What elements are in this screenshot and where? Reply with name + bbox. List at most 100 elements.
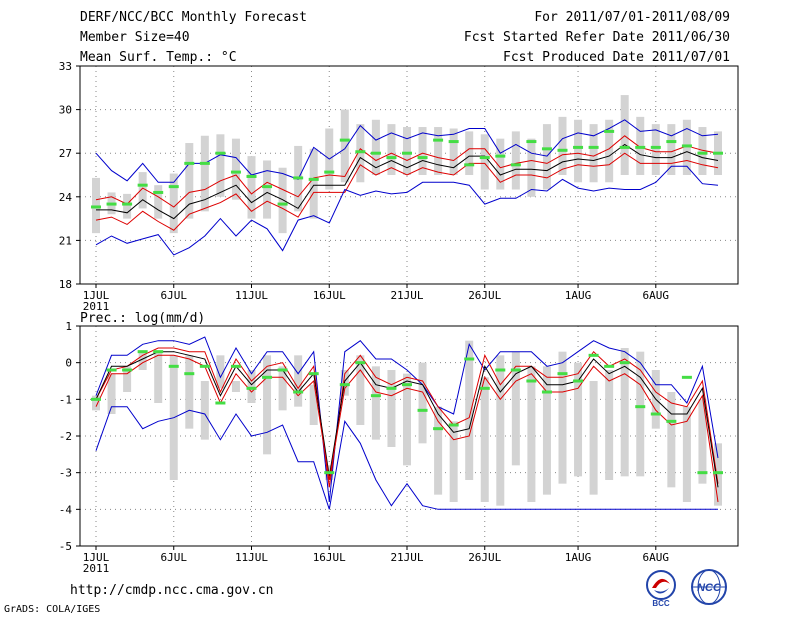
- start-date: Fcst Started Refer Date 2011/06/30: [463, 30, 730, 45]
- prec-median-mark: [91, 397, 101, 401]
- temp-median-mark: [604, 129, 615, 133]
- prec-median-mark: [495, 368, 506, 372]
- temp-median-mark: [541, 147, 552, 151]
- prec-median-mark: [619, 361, 630, 365]
- prec-median-mark: [557, 372, 568, 376]
- prec-spread-box: [496, 355, 505, 506]
- temp-max-line: [95, 119, 719, 183]
- prec-spread-box: [185, 355, 194, 429]
- temp-xtick-label: 11JUL: [235, 289, 268, 302]
- prec-xtick-label: 6AUG: [643, 551, 670, 564]
- prec-spread-box: [278, 366, 287, 411]
- prec-spread-box: [574, 362, 583, 477]
- temp-median-mark: [339, 138, 350, 142]
- temp-spread-box: [558, 116, 567, 175]
- temp-median-mark: [666, 140, 677, 144]
- prec-median-mark: [697, 471, 708, 475]
- temp-median-mark: [635, 145, 646, 149]
- prec-spread-box: [247, 370, 256, 403]
- temp-median-mark: [262, 185, 273, 189]
- prec-spread-box: [263, 355, 272, 455]
- temp-spread-box: [185, 143, 194, 219]
- prec-median-mark: [137, 350, 148, 354]
- temp-median-mark: [153, 190, 164, 194]
- prec-median-mark: [370, 394, 381, 398]
- prec-median-mark: [339, 383, 350, 387]
- prec-median-mark: [246, 386, 257, 390]
- temp-ytick-label: 24: [59, 191, 73, 204]
- temp-median-mark: [355, 150, 366, 154]
- ncc-logo: NCC: [691, 569, 727, 605]
- prec-spread-box: [605, 370, 614, 480]
- prec-xtick-year: 2011: [83, 562, 110, 575]
- temp-median-mark: [619, 145, 630, 149]
- prec-median-mark: [464, 357, 475, 361]
- temp-min-line: [95, 165, 719, 256]
- website-link[interactable]: http://cmdp.ncc.cma.gov.cn: [70, 583, 274, 598]
- temp-xtick-year: 2011: [83, 300, 110, 313]
- prec-spread-box: [154, 351, 163, 403]
- prec-spread-box: [667, 392, 676, 488]
- temp-ytick-label: 30: [59, 104, 72, 117]
- temp-spread-box: [216, 134, 225, 197]
- temp-spread-box: [511, 131, 520, 190]
- temp-spread-box: [278, 167, 287, 234]
- temp-median-mark: [199, 161, 210, 165]
- prec-median-mark: [106, 368, 117, 372]
- temp-spread-box: [605, 119, 614, 183]
- prec-median-mark: [417, 408, 428, 412]
- prec-spread-box: [449, 421, 458, 502]
- prec-upper-line: [95, 347, 719, 488]
- prec-spread-box: [387, 370, 396, 447]
- prec-median-mark: [355, 361, 366, 365]
- temp-ytick-label: 21: [59, 234, 72, 247]
- prec-spread-box: [636, 351, 645, 477]
- prec-spread-box: [542, 366, 551, 495]
- temp-spread-box: [263, 160, 272, 219]
- ncc-logo-text: NCC: [697, 582, 722, 594]
- prec-median-mark: [541, 390, 552, 394]
- temp-xtick-label: 1JUL: [83, 289, 110, 302]
- temp-median-mark: [510, 163, 521, 167]
- prec-spread-box: [527, 366, 536, 502]
- prec-spread-box: [200, 381, 209, 440]
- temp-median-mark: [402, 151, 412, 155]
- prec-median-mark: [635, 405, 646, 409]
- temp-spread-box: [387, 124, 396, 175]
- prec-median-mark: [402, 383, 412, 387]
- prec-spread-box: [589, 381, 598, 495]
- prec-spread-box: [698, 399, 707, 484]
- temp-spread-box: [169, 173, 178, 234]
- prec-median-mark: [293, 390, 304, 394]
- temp-median-mark: [122, 202, 133, 206]
- temp-median-mark: [168, 185, 179, 189]
- prec-ytick-label: -4: [59, 503, 73, 516]
- prec-ytick-label: -2: [59, 430, 72, 443]
- prec-xtick-label: 16JUL: [313, 551, 346, 564]
- prec-median-mark: [277, 368, 288, 372]
- prec-spread-box: [107, 373, 116, 414]
- prec-median-mark: [168, 364, 179, 368]
- prec-spread-box: [511, 351, 520, 466]
- temp-spread-box: [200, 135, 209, 212]
- prec-xtick-label: 11JUL: [235, 551, 268, 564]
- prec-median-mark: [262, 375, 273, 379]
- prec-median-mark: [604, 364, 615, 368]
- prec-ytick-label: -5: [59, 540, 72, 553]
- temp-median-mark: [697, 151, 708, 155]
- temp-median-mark: [573, 145, 584, 149]
- temp-xtick-label: 1AUG: [565, 289, 592, 302]
- temp-spread-box: [231, 138, 240, 200]
- prec-mean-line: [95, 351, 719, 488]
- prec-ytick-label: 1: [65, 320, 72, 333]
- prec-ytick-label: 0: [65, 357, 72, 370]
- temp-plot-frame: [79, 65, 739, 285]
- grads-credit: GrADS: COLA/IGES: [4, 604, 101, 615]
- prec-median-mark: [448, 423, 459, 427]
- temp-lower-line: [95, 152, 719, 231]
- temp-median-mark: [495, 154, 506, 158]
- prec-spread-box: [558, 351, 567, 484]
- prec-spread-box: [434, 406, 443, 495]
- prec-spread-box: [371, 366, 380, 440]
